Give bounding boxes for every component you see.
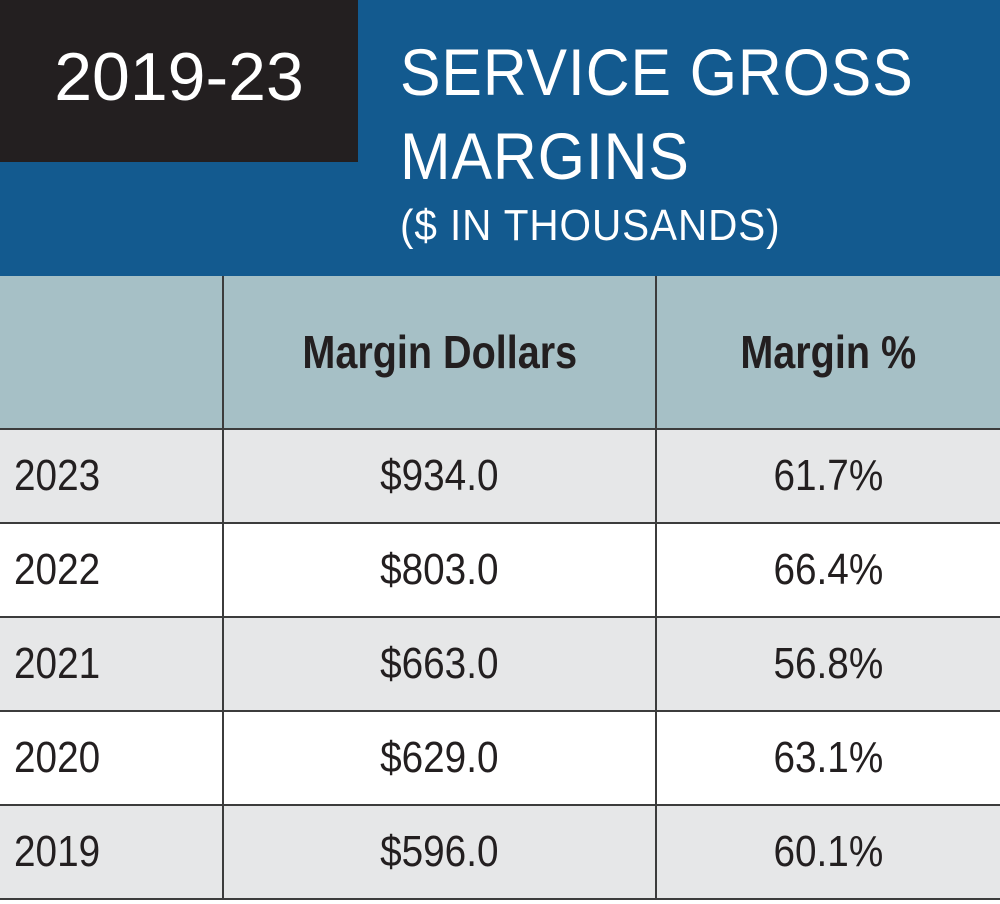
- margin-pct-value: 56.8%: [773, 639, 884, 688]
- year-cell: 2021: [0, 616, 224, 712]
- table-header-row: Margin Dollars Margin %: [0, 276, 1000, 430]
- margins-table: Margin Dollars Margin % 2023 $934.0 61.7…: [0, 276, 1000, 900]
- margin-pct-value: 63.1%: [773, 733, 884, 782]
- year-value: 2022: [14, 545, 101, 594]
- title-line-2: MARGINS: [400, 119, 690, 193]
- margin-pct-cell: 63.1%: [655, 710, 1000, 806]
- margin-dollars-value: $803.0: [380, 545, 499, 594]
- year-value: 2019: [14, 827, 101, 876]
- table-row: 2020 $629.0 63.1%: [0, 710, 1000, 806]
- margin-pct-value: 66.4%: [773, 545, 884, 594]
- year-cell: 2020: [0, 710, 224, 806]
- margin-dollars-cell: $663.0: [222, 616, 657, 712]
- column-header-margin-pct: Margin %: [655, 276, 1000, 430]
- margin-pct-cell: 56.8%: [655, 616, 1000, 712]
- margin-pct-cell: 60.1%: [655, 804, 1000, 900]
- margin-pct-cell: 66.4%: [655, 522, 1000, 618]
- column-header-margin-pct-label: Margin %: [740, 326, 917, 378]
- header-banner: 2019-23 SERVICE GROSS MARGINS ($ IN THOU…: [0, 0, 1000, 276]
- margin-pct-value: 60.1%: [773, 827, 884, 876]
- year-range-box: 2019-23: [0, 0, 358, 162]
- table-row: 2023 $934.0 61.7%: [0, 428, 1000, 524]
- margin-dollars-cell: $596.0: [222, 804, 657, 900]
- year-value: 2023: [14, 451, 101, 500]
- margin-pct-cell: 61.7%: [655, 428, 1000, 524]
- year-cell: 2019: [0, 804, 224, 900]
- margin-dollars-value: $663.0: [380, 639, 499, 688]
- margin-dollars-value: $596.0: [380, 827, 499, 876]
- chart-subtitle: ($ IN THOUSANDS): [400, 201, 781, 250]
- column-header-year: [0, 276, 224, 430]
- margin-dollars-cell: $803.0: [222, 522, 657, 618]
- table-row: 2019 $596.0 60.1%: [0, 804, 1000, 900]
- year-cell: 2023: [0, 428, 224, 524]
- column-header-margin-dollars-label: Margin Dollars: [302, 326, 577, 378]
- margin-dollars-value: $934.0: [380, 451, 499, 500]
- margin-dollars-cell: $629.0: [222, 710, 657, 806]
- margin-pct-value: 61.7%: [773, 451, 884, 500]
- table-row: 2021 $663.0 56.8%: [0, 616, 1000, 712]
- table-row: 2022 $803.0 66.4%: [0, 522, 1000, 618]
- column-header-margin-dollars: Margin Dollars: [222, 276, 657, 430]
- year-value: 2021: [14, 639, 101, 688]
- margin-dollars-value: $629.0: [380, 733, 499, 782]
- year-value: 2020: [14, 733, 101, 782]
- margin-dollars-cell: $934.0: [222, 428, 657, 524]
- chart-title: SERVICE GROSS MARGINS: [400, 30, 914, 198]
- year-cell: 2022: [0, 522, 224, 618]
- year-range-label: 2019-23: [54, 39, 304, 115]
- title-line-1: SERVICE GROSS: [400, 35, 914, 109]
